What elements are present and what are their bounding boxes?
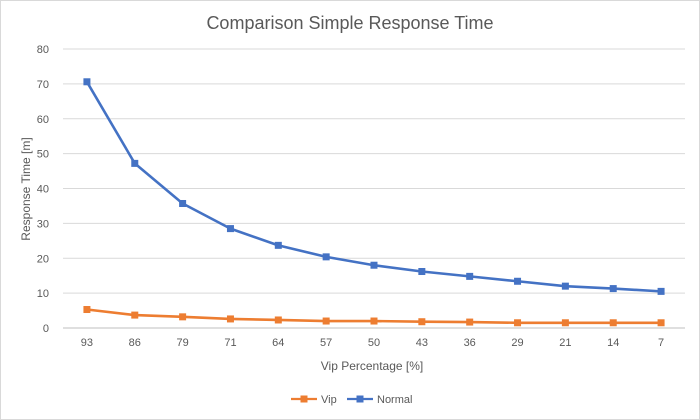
- data-point-vip[interactable]: [179, 313, 187, 321]
- series-normal: [83, 78, 665, 295]
- data-point-vip[interactable]: [274, 316, 282, 324]
- data-point-vip[interactable]: [466, 318, 474, 326]
- y-axis-ticks: 0 10 20 30 40 50 60 70 80: [37, 44, 49, 335]
- y-tick-label: 70: [37, 79, 49, 91]
- gridlines: [63, 48, 685, 294]
- y-tick-label: 60: [37, 114, 49, 126]
- legend-label-normal: Normal: [377, 394, 412, 406]
- legend-marker-vip: [300, 395, 308, 403]
- data-point-vip[interactable]: [514, 319, 522, 327]
- data-point-normal[interactable]: [179, 199, 187, 207]
- y-axis-label: Response Time [m]: [19, 137, 33, 240]
- series-line-normal: [85, 80, 663, 293]
- data-point-normal[interactable]: [561, 282, 569, 290]
- data-point-normal[interactable]: [274, 241, 282, 249]
- x-tick-label: 71: [224, 337, 236, 349]
- y-tick-label: 50: [37, 149, 49, 161]
- x-tick-label: 64: [272, 337, 284, 349]
- legend-item-vip[interactable]: Vip: [291, 394, 337, 406]
- x-tick-label: 86: [129, 337, 141, 349]
- legend-marker-normal: [356, 395, 364, 403]
- data-point-vip[interactable]: [83, 306, 91, 314]
- data-point-normal[interactable]: [370, 261, 378, 269]
- x-axis-ticks: 93 86 79 71 64 57 50 43 36 29 21 14 7: [81, 337, 664, 349]
- data-point-vip[interactable]: [561, 319, 569, 327]
- x-tick-label: 21: [559, 337, 571, 349]
- data-point-normal[interactable]: [322, 253, 330, 261]
- chart-title: Comparison Simple Response Time: [206, 13, 493, 33]
- y-tick-label: 0: [43, 323, 49, 335]
- x-tick-label: 14: [607, 337, 619, 349]
- x-tick-label: 43: [416, 337, 428, 349]
- data-point-normal[interactable]: [83, 78, 91, 86]
- data-point-vip[interactable]: [131, 311, 139, 319]
- x-tick-label: 29: [511, 337, 523, 349]
- series-layer: [83, 78, 665, 327]
- data-point-normal[interactable]: [514, 277, 522, 285]
- x-tick-label: 79: [176, 337, 188, 349]
- legend: Vip Normal: [291, 394, 412, 406]
- x-tick-label: 50: [368, 337, 380, 349]
- y-tick-label: 20: [37, 253, 49, 265]
- y-tick-label: 40: [37, 184, 49, 196]
- data-point-vip[interactable]: [226, 315, 234, 323]
- data-point-normal[interactable]: [466, 272, 474, 280]
- data-point-vip[interactable]: [418, 318, 426, 326]
- series-vip: [83, 306, 665, 327]
- x-axis-label: Vip Percentage [%]: [321, 359, 424, 373]
- data-point-normal[interactable]: [657, 287, 665, 295]
- data-point-vip[interactable]: [609, 319, 617, 327]
- data-point-vip[interactable]: [322, 317, 330, 325]
- y-tick-label: 10: [37, 288, 49, 300]
- x-tick-label: 93: [81, 337, 93, 349]
- legend-item-normal[interactable]: Normal: [347, 394, 412, 406]
- data-point-normal[interactable]: [131, 159, 139, 167]
- data-point-normal[interactable]: [418, 268, 426, 276]
- x-tick-label: 7: [658, 337, 664, 349]
- data-point-normal[interactable]: [226, 225, 234, 233]
- x-tick-label: 57: [320, 337, 332, 349]
- data-point-vip[interactable]: [657, 319, 665, 327]
- data-point-normal[interactable]: [609, 285, 617, 293]
- data-point-vip[interactable]: [370, 317, 378, 325]
- legend-label-vip: Vip: [321, 394, 337, 406]
- y-tick-label: 80: [37, 44, 49, 56]
- x-tick-label: 36: [464, 337, 476, 349]
- y-tick-label: 30: [37, 218, 49, 230]
